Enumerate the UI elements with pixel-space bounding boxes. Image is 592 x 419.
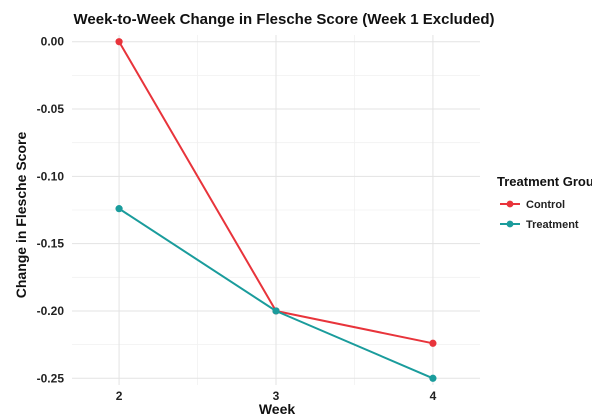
chart-title: Week-to-Week Change in Flesche Score (We… (74, 11, 495, 28)
x-tick-label: 4 (430, 389, 437, 403)
legend-swatch-point (506, 200, 514, 208)
y-tick-label: -0.05 (37, 102, 65, 116)
legend: Treatment Group Control Treatment (497, 174, 592, 231)
grid (72, 35, 480, 385)
y-tick-label: -0.25 (37, 371, 65, 385)
data-point-control (429, 339, 437, 347)
legend-item-treatment: Treatment (500, 219, 579, 231)
data-point-treatment (272, 307, 280, 315)
legend-swatch-point (506, 220, 514, 228)
data-point-treatment (115, 205, 123, 213)
y-axis-title: Change in Flesche Score (13, 132, 29, 299)
x-tick-label: 2 (116, 389, 123, 403)
y-tick-label: -0.15 (37, 237, 65, 251)
y-axis-ticks: 0.00 -0.05 -0.10 -0.15 -0.20 -0.25 (37, 35, 65, 386)
y-tick-label: -0.20 (37, 304, 65, 318)
legend-label: Control (526, 199, 565, 211)
y-tick-label: -0.10 (37, 169, 65, 183)
x-axis-ticks: 2 3 4 (116, 389, 437, 403)
legend-title: Treatment Group (497, 174, 592, 189)
legend-item-control: Control (500, 199, 565, 211)
series-treatment (115, 205, 437, 382)
x-axis-title: Week (259, 401, 296, 417)
y-tick-label: 0.00 (41, 35, 65, 49)
data-point-control (115, 38, 123, 46)
data-point-treatment (429, 374, 437, 382)
x-tick-label: 3 (273, 389, 280, 403)
legend-label: Treatment (526, 219, 579, 231)
series-layer (115, 38, 437, 382)
